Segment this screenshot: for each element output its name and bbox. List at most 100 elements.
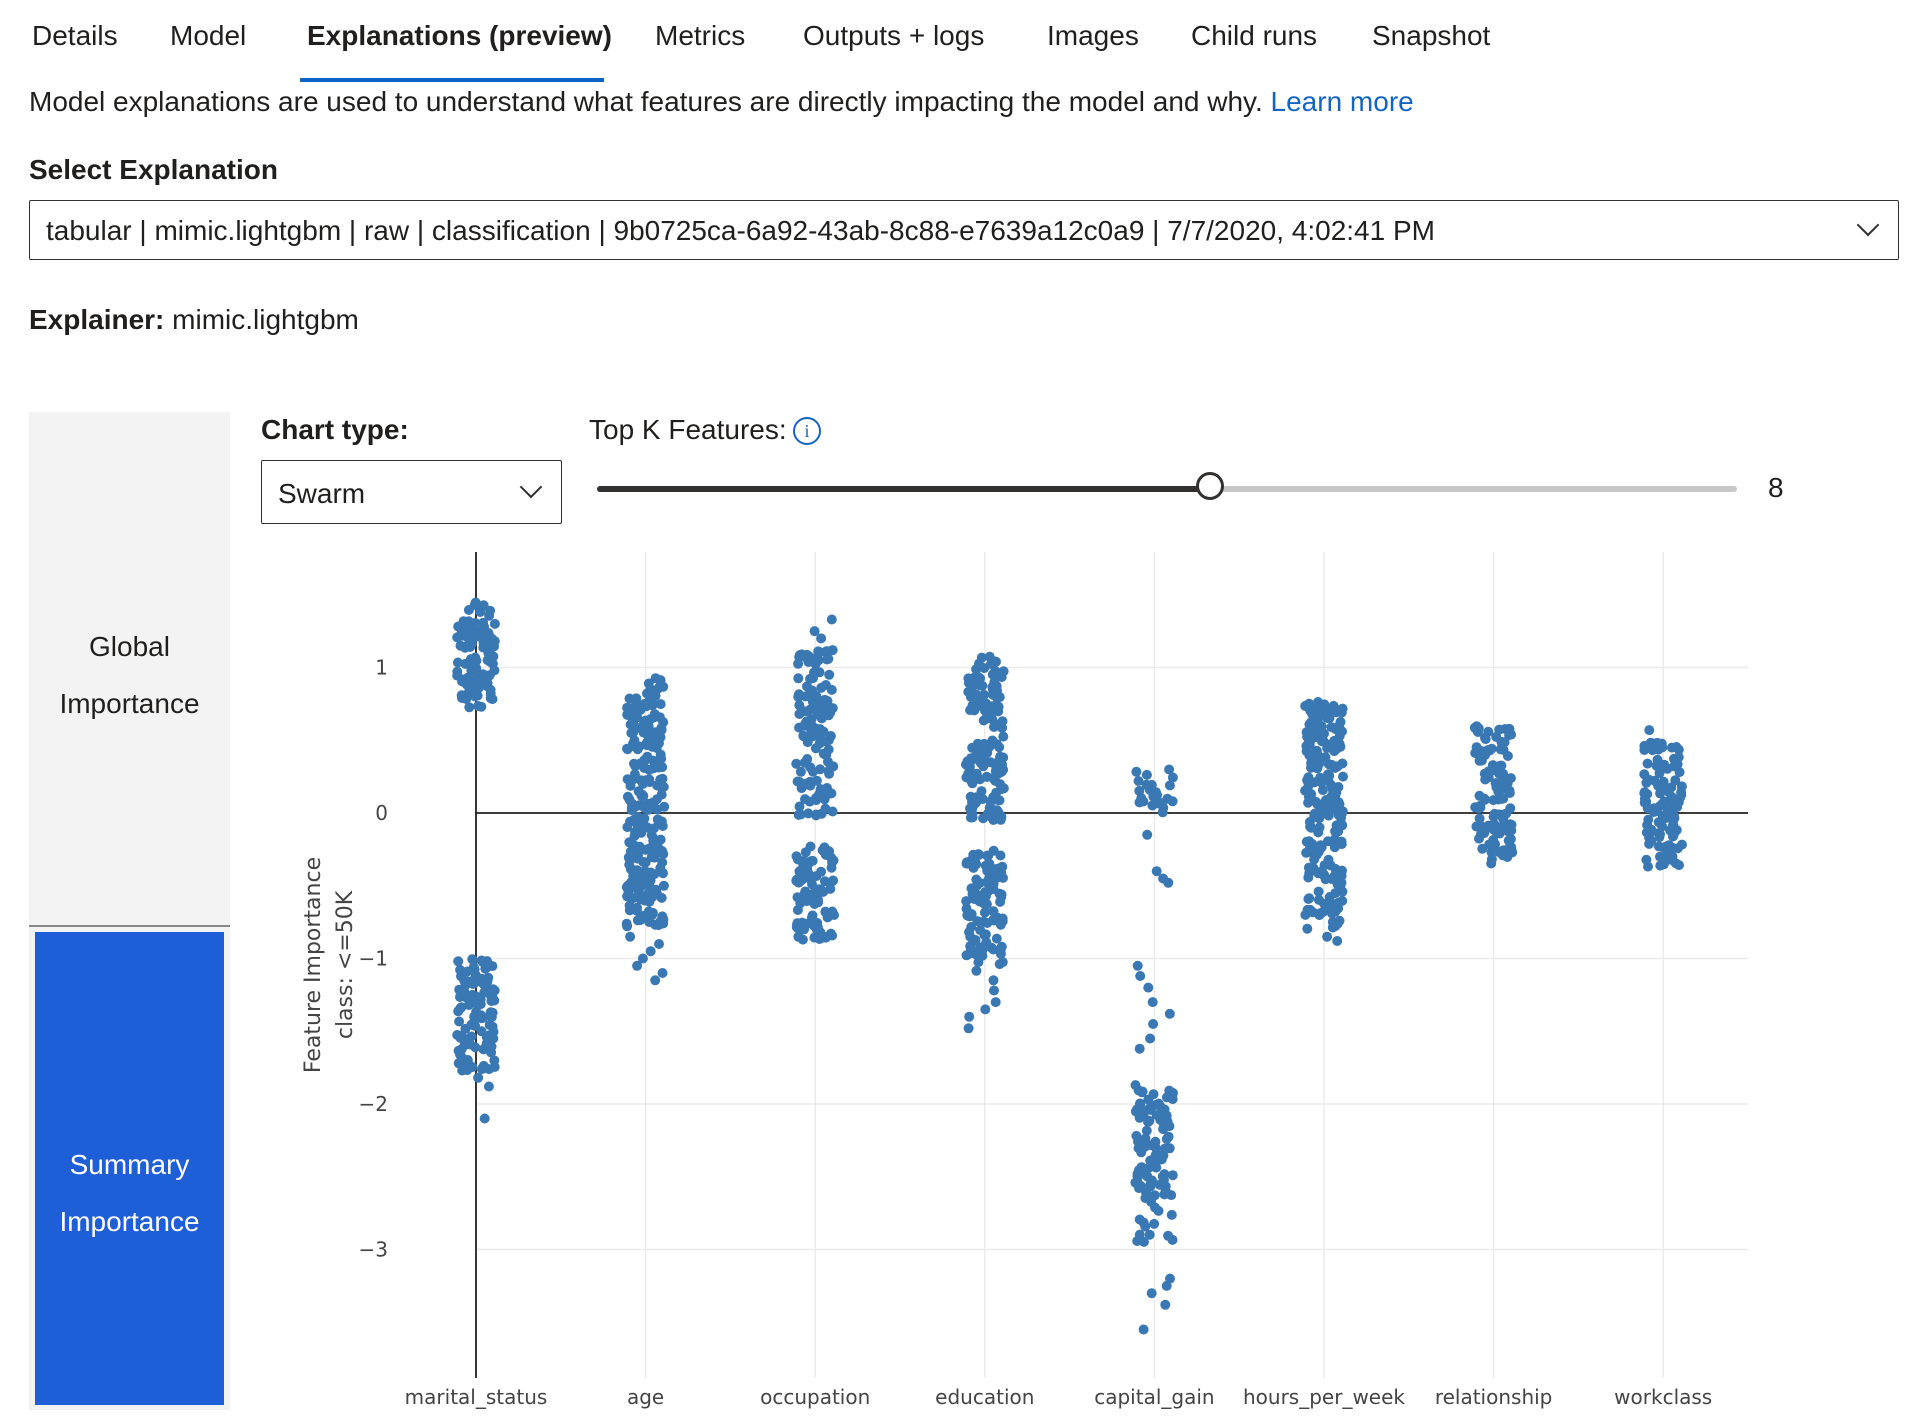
data-point[interactable]: [658, 880, 669, 891]
data-point[interactable]: [453, 621, 464, 632]
data-point[interactable]: [1158, 1116, 1169, 1127]
data-point[interactable]: [975, 925, 986, 936]
data-point[interactable]: [1651, 760, 1662, 771]
data-point[interactable]: [795, 809, 806, 820]
data-point[interactable]: [639, 813, 650, 824]
data-point[interactable]: [1324, 713, 1335, 724]
data-point[interactable]: [1312, 812, 1323, 823]
data-point[interactable]: [1164, 764, 1175, 775]
data-point[interactable]: [989, 668, 1000, 679]
data-point[interactable]: [1150, 1136, 1161, 1147]
data-point[interactable]: [483, 670, 494, 681]
info-icon[interactable]: i: [793, 417, 821, 445]
data-point[interactable]: [1654, 841, 1664, 852]
data-point[interactable]: [967, 677, 978, 688]
data-point[interactable]: [1657, 742, 1668, 753]
data-point[interactable]: [971, 859, 982, 870]
data-point[interactable]: [1310, 796, 1321, 807]
data-point[interactable]: [465, 654, 476, 665]
data-point[interactable]: [642, 822, 653, 833]
data-point[interactable]: [476, 955, 487, 966]
data-point[interactable]: [1676, 787, 1687, 798]
data-point[interactable]: [973, 951, 984, 961]
data-point[interactable]: [1321, 795, 1332, 805]
data-point[interactable]: [629, 840, 639, 851]
data-point[interactable]: [992, 739, 1002, 750]
data-point[interactable]: [990, 997, 1001, 1008]
data-point[interactable]: [1647, 745, 1658, 756]
data-point[interactable]: [1305, 728, 1316, 739]
data-point[interactable]: [808, 766, 818, 777]
data-point[interactable]: [646, 732, 657, 743]
tab-snapshot[interactable]: Snapshot: [1372, 20, 1491, 51]
data-point[interactable]: [825, 883, 836, 894]
data-point[interactable]: [1479, 825, 1490, 836]
data-point[interactable]: [1167, 1170, 1178, 1181]
data-point[interactable]: [456, 690, 467, 701]
data-point[interactable]: [1336, 707, 1347, 718]
data-point[interactable]: [816, 633, 827, 644]
data-point[interactable]: [468, 1019, 479, 1029]
data-point[interactable]: [489, 641, 499, 652]
tab-metrics[interactable]: Metrics: [655, 20, 746, 51]
data-point[interactable]: [465, 642, 476, 652]
data-point[interactable]: [971, 965, 982, 976]
data-point[interactable]: [1502, 724, 1513, 735]
data-point[interactable]: [968, 691, 979, 702]
data-point[interactable]: [454, 984, 465, 995]
data-point[interactable]: [981, 771, 992, 782]
data-point[interactable]: [630, 702, 641, 713]
data-point[interactable]: [489, 995, 500, 1006]
data-point[interactable]: [471, 672, 482, 683]
data-point[interactable]: [1328, 700, 1339, 711]
data-point[interactable]: [1166, 1209, 1177, 1220]
data-point[interactable]: [1504, 788, 1515, 798]
data-point[interactable]: [1666, 791, 1677, 802]
data-point[interactable]: [1487, 760, 1498, 771]
data-point[interactable]: [463, 605, 474, 615]
data-point[interactable]: [1668, 831, 1678, 842]
data-point[interactable]: [992, 685, 1002, 696]
data-point[interactable]: [1167, 772, 1178, 783]
data-point[interactable]: [989, 722, 999, 732]
data-point[interactable]: [807, 879, 817, 890]
data-point[interactable]: [1143, 1162, 1154, 1173]
data-point[interactable]: [797, 918, 807, 929]
data-point[interactable]: [978, 813, 989, 824]
data-point[interactable]: [1502, 751, 1513, 761]
data-point[interactable]: [1486, 847, 1497, 858]
data-point[interactable]: [649, 869, 660, 880]
data-point[interactable]: [1332, 740, 1343, 751]
data-point[interactable]: [992, 863, 1003, 874]
data-point[interactable]: [454, 1016, 465, 1027]
data-point[interactable]: [802, 681, 812, 692]
data-point[interactable]: [473, 1000, 484, 1010]
data-point[interactable]: [1163, 877, 1174, 888]
data-point[interactable]: [1643, 774, 1654, 785]
data-point[interactable]: [1320, 704, 1331, 715]
data-point[interactable]: [1305, 904, 1316, 915]
data-point[interactable]: [1153, 1151, 1164, 1162]
data-point[interactable]: [483, 985, 494, 996]
data-point[interactable]: [644, 916, 655, 927]
data-point[interactable]: [1167, 1094, 1178, 1105]
data-point[interactable]: [622, 702, 633, 713]
data-point[interactable]: [1133, 776, 1144, 786]
data-point[interactable]: [1674, 767, 1685, 778]
data-point[interactable]: [1488, 811, 1499, 822]
data-point[interactable]: [1317, 785, 1328, 796]
data-point[interactable]: [1152, 790, 1163, 801]
global-importance-button[interactable]: Global Importance: [29, 412, 230, 924]
data-point[interactable]: [656, 789, 667, 800]
data-point[interactable]: [964, 1011, 975, 1022]
data-point[interactable]: [654, 939, 664, 949]
data-point[interactable]: [650, 836, 661, 847]
data-point[interactable]: [967, 700, 978, 711]
data-point[interactable]: [1480, 732, 1490, 743]
data-point[interactable]: [646, 852, 657, 863]
data-point[interactable]: [793, 673, 804, 684]
data-point[interactable]: [475, 629, 486, 640]
data-point[interactable]: [478, 600, 489, 611]
data-point[interactable]: [455, 1032, 466, 1043]
data-point[interactable]: [991, 933, 1002, 944]
